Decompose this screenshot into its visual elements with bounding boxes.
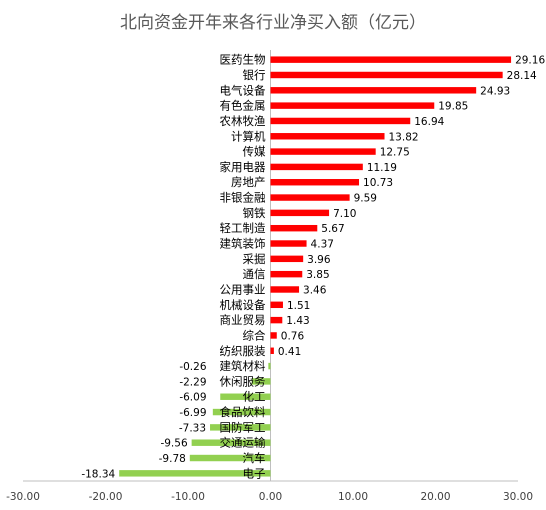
category-label: 家用电器: [220, 160, 266, 174]
bar-28: [119, 470, 271, 477]
bar-16: [270, 286, 300, 293]
bar-5: [270, 117, 411, 125]
category-label: 建筑材料: [220, 359, 266, 373]
bar-11: [270, 209, 330, 217]
bar-3: [270, 87, 477, 94]
value-label: 12.75: [380, 147, 410, 159]
value-label: 0.41: [278, 346, 301, 358]
value-label: 11.19: [367, 162, 397, 174]
bar-1: [270, 56, 512, 63]
category-label: 国防军工: [220, 420, 266, 434]
bar-10: [270, 194, 350, 201]
bar-12: [270, 224, 318, 232]
value-label: 9.59: [354, 193, 377, 205]
x-tick-label: 10.00: [338, 491, 368, 503]
category-label: 电子: [243, 466, 266, 480]
value-label: 24.93: [480, 85, 510, 97]
category-label: 建筑装饰: [220, 237, 266, 251]
bar-6: [270, 133, 385, 140]
value-label: -6.99: [179, 407, 206, 419]
bar-17: [270, 301, 283, 309]
bar-27: [189, 454, 271, 462]
category-label: 公用事业: [220, 282, 266, 296]
category-label: 轻工制造: [220, 221, 266, 235]
value-label: 10.73: [363, 177, 393, 189]
x-tick-label: -30.00: [6, 491, 40, 503]
value-label: -9.78: [159, 453, 186, 465]
bar-8: [270, 163, 363, 171]
value-label: 3.46: [303, 284, 327, 296]
category-label: 传媒: [243, 145, 266, 159]
bar-4: [270, 102, 435, 109]
category-label: 纺织服装: [220, 344, 266, 358]
bar-19: [270, 332, 277, 339]
value-label: -0.26: [179, 361, 206, 373]
category-label: 农林牧渔: [220, 114, 266, 128]
bar-25: [210, 424, 271, 431]
category-label: 化工: [243, 390, 266, 404]
bar-26: [191, 439, 271, 446]
category-label: 有色金属: [220, 99, 266, 113]
chart-title: 北向资金开年来各行业净买入额（亿元）: [120, 13, 426, 33]
bar-13: [270, 240, 307, 247]
value-label: 28.14: [507, 70, 537, 82]
category-label: 电气设备: [220, 83, 266, 97]
category-label: 综合: [243, 328, 266, 342]
x-tick-label: 20.00: [420, 491, 450, 503]
category-label: 非银金融: [220, 191, 266, 205]
category-label: 汽车: [243, 451, 266, 465]
bar-18: [270, 316, 283, 324]
value-label: 19.85: [438, 101, 468, 113]
x-tick-label: -20.00: [89, 491, 123, 503]
category-label: 机械设备: [220, 298, 266, 312]
category-label: 通信: [243, 267, 266, 281]
category-label: 交通运输: [220, 436, 266, 450]
value-label: -2.29: [179, 376, 206, 388]
value-label: 16.94: [414, 116, 444, 128]
category-label: 银行: [243, 68, 266, 82]
value-label: 0.76: [281, 330, 305, 342]
x-tick-label: 30.00: [503, 491, 533, 503]
value-label: -18.34: [81, 468, 115, 480]
bar-24: [212, 408, 271, 416]
x-tick-label: 0.00: [259, 491, 282, 503]
category-label: 食品饮料: [220, 405, 266, 419]
category-label: 医药生物: [220, 53, 266, 67]
bar-9: [270, 179, 360, 186]
value-label: 1.43: [286, 315, 309, 327]
value-label: 4.37: [311, 239, 334, 251]
bar-23: [220, 393, 271, 400]
bar-2: [270, 71, 503, 79]
value-label: -6.09: [179, 392, 206, 404]
x-tick-label: -10.00: [171, 491, 205, 503]
bar-20: [270, 347, 274, 354]
bar-15: [270, 270, 303, 278]
category-label: 计算机: [231, 129, 266, 143]
category-label: 钢铁: [243, 206, 266, 220]
bar-7: [270, 148, 376, 155]
bar-14: [270, 255, 304, 263]
value-label: 1.51: [287, 300, 310, 312]
value-label: 13.82: [389, 131, 419, 143]
value-label: 5.67: [321, 223, 344, 235]
value-label: -7.33: [179, 422, 206, 434]
category-label: 休闲服务: [220, 374, 266, 388]
value-label: -9.56: [160, 438, 187, 450]
value-label: 7.10: [333, 208, 356, 220]
category-label: 商业贸易: [220, 313, 266, 327]
bar-22: [251, 378, 271, 385]
value-label: 3.85: [306, 269, 329, 281]
category-label: 采掘: [243, 252, 266, 266]
value-label: 29.16: [515, 55, 545, 67]
value-label: 3.96: [307, 254, 331, 266]
bar-21: [268, 362, 271, 370]
category-label: 房地产: [231, 175, 266, 189]
